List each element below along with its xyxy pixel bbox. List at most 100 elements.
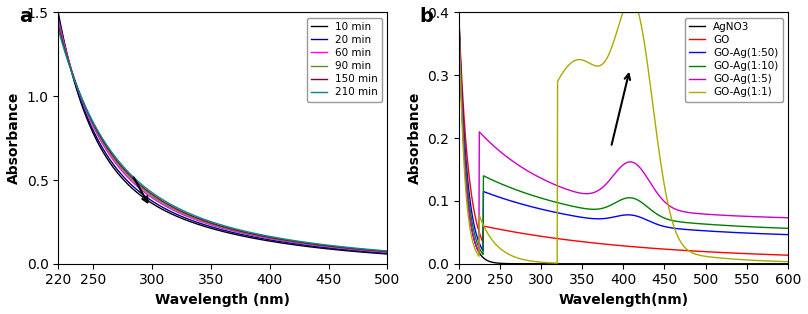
20 min (212, 226, 221, 230)
GO-Ag(1:5) (738, 214, 747, 218)
Line: 20 min: 20 min (58, 16, 387, 253)
10 min (375, 252, 385, 255)
AgNO3 (474, 250, 484, 254)
GO-Ag(1:5) (664, 203, 674, 207)
150 min (323, 244, 333, 248)
Y-axis label: Absorbance: Absorbance (407, 92, 422, 184)
Line: 90 min: 90 min (58, 23, 387, 252)
GO-Ag(1:1) (664, 206, 674, 210)
X-axis label: Wavelength(nm): Wavelength(nm) (558, 293, 688, 307)
90 min (375, 249, 385, 253)
20 min (382, 251, 392, 255)
90 min (250, 233, 259, 237)
GO (654, 247, 663, 251)
Line: GO-Ag(1:50): GO-Ag(1:50) (459, 13, 788, 251)
Line: 60 min: 60 min (58, 19, 387, 252)
AgNO3 (645, 262, 654, 266)
Line: GO-Ag(1:1): GO-Ag(1:1) (459, 13, 788, 263)
150 min (375, 249, 385, 253)
Line: 10 min: 10 min (58, 13, 387, 254)
GO-Ag(1:50) (664, 225, 674, 229)
210 min (53, 27, 63, 31)
GO-Ag(1:1) (454, 11, 464, 14)
210 min (323, 243, 333, 247)
150 min (53, 24, 63, 28)
GO-Ag(1:5) (654, 193, 664, 197)
AgNO3 (454, 11, 464, 14)
90 min (210, 223, 220, 227)
20 min (231, 231, 241, 235)
Text: a: a (19, 8, 32, 26)
60 min (250, 234, 259, 238)
Line: AgNO3: AgNO3 (459, 13, 788, 264)
60 min (231, 230, 241, 234)
GO (645, 246, 654, 250)
GO (474, 229, 484, 233)
150 min (250, 232, 259, 236)
90 min (382, 250, 392, 254)
GO-Ag(1:10) (454, 11, 464, 14)
60 min (382, 251, 392, 254)
GO (663, 247, 673, 251)
X-axis label: Wavelength (nm): Wavelength (nm) (155, 293, 290, 307)
GO (783, 253, 793, 257)
60 min (53, 17, 63, 21)
Legend: AgNO3, GO, GO-Ag(1:50), GO-Ag(1:10), GO-Ag(1:5), GO-Ag(1:1): AgNO3, GO, GO-Ag(1:50), GO-Ag(1:10), GO-… (685, 18, 783, 102)
GO-Ag(1:5) (454, 11, 464, 14)
150 min (382, 250, 392, 253)
GO-Ag(1:10) (646, 207, 655, 211)
Line: GO: GO (459, 13, 788, 255)
GO-Ag(1:1) (783, 260, 793, 263)
60 min (212, 225, 221, 229)
150 min (212, 223, 221, 227)
AgNO3 (737, 262, 747, 266)
10 min (212, 228, 221, 232)
GO-Ag(1:10) (478, 252, 488, 256)
GO-Ag(1:50) (738, 231, 747, 235)
150 min (231, 228, 241, 232)
210 min (231, 227, 241, 231)
Line: 150 min: 150 min (58, 26, 387, 252)
GO-Ag(1:10) (738, 225, 747, 228)
GO-Ag(1:5) (646, 181, 655, 185)
10 min (323, 247, 333, 251)
90 min (212, 224, 221, 228)
GO-Ag(1:50) (783, 233, 793, 236)
Legend: 10 min, 20 min, 60 min, 90 min, 150 min, 210 min: 10 min, 20 min, 60 min, 90 min, 150 min,… (307, 18, 382, 102)
GO-Ag(1:1) (654, 149, 664, 152)
20 min (250, 235, 259, 239)
Text: b: b (419, 8, 433, 26)
20 min (210, 226, 220, 230)
10 min (53, 11, 63, 14)
GO (737, 252, 747, 255)
AgNO3 (663, 262, 673, 266)
GO-Ag(1:5) (704, 213, 713, 216)
GO-Ag(1:50) (454, 11, 464, 14)
Y-axis label: Absorbance: Absorbance (7, 92, 21, 184)
10 min (231, 233, 241, 236)
10 min (382, 252, 392, 256)
Line: 210 min: 210 min (58, 29, 387, 251)
90 min (53, 21, 63, 24)
60 min (323, 245, 333, 249)
GO-Ag(1:50) (646, 220, 655, 224)
GO (454, 11, 464, 14)
AgNO3 (783, 262, 793, 266)
20 min (375, 251, 385, 255)
GO-Ag(1:10) (664, 218, 674, 221)
GO-Ag(1:5) (474, 250, 484, 254)
210 min (382, 249, 392, 253)
GO-Ag(1:50) (704, 229, 713, 233)
20 min (53, 14, 63, 18)
GO-Ag(1:10) (654, 214, 664, 217)
GO-Ag(1:50) (654, 223, 664, 227)
GO-Ag(1:5) (474, 130, 484, 134)
90 min (231, 229, 241, 233)
GO-Ag(1:1) (704, 255, 713, 259)
150 min (210, 222, 220, 226)
GO-Ag(1:1) (474, 254, 484, 258)
210 min (210, 221, 220, 225)
10 min (250, 236, 259, 240)
90 min (323, 245, 333, 248)
GO-Ag(1:50) (478, 249, 488, 252)
